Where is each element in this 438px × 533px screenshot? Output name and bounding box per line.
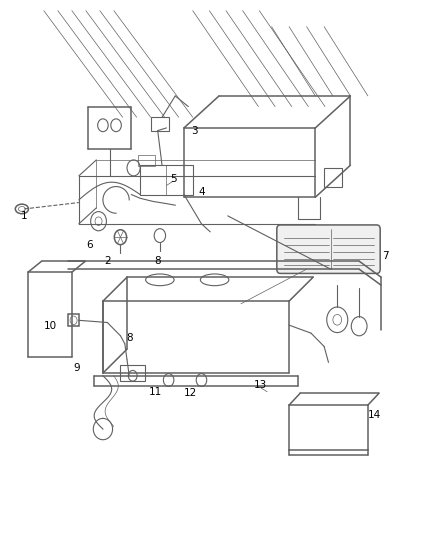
Bar: [68, 314, 79, 326]
Bar: [140, 165, 193, 195]
Text: 7: 7: [382, 251, 389, 261]
Bar: [151, 117, 169, 131]
Bar: [138, 155, 155, 166]
Text: 8: 8: [154, 256, 161, 266]
Text: 10: 10: [44, 321, 57, 331]
Bar: [324, 168, 342, 187]
Text: 5: 5: [170, 174, 177, 183]
Text: 4: 4: [198, 187, 205, 197]
Bar: [120, 365, 145, 381]
Text: 2: 2: [104, 256, 111, 266]
Text: 3: 3: [191, 126, 198, 135]
Text: 12: 12: [184, 389, 197, 398]
Text: 13: 13: [254, 380, 267, 390]
Text: 11: 11: [149, 387, 162, 397]
Text: 6: 6: [86, 240, 93, 250]
FancyBboxPatch shape: [277, 225, 380, 273]
Text: 8: 8: [126, 334, 133, 343]
Text: 9: 9: [73, 363, 80, 373]
Text: 14: 14: [368, 410, 381, 419]
Text: 1: 1: [21, 211, 28, 221]
